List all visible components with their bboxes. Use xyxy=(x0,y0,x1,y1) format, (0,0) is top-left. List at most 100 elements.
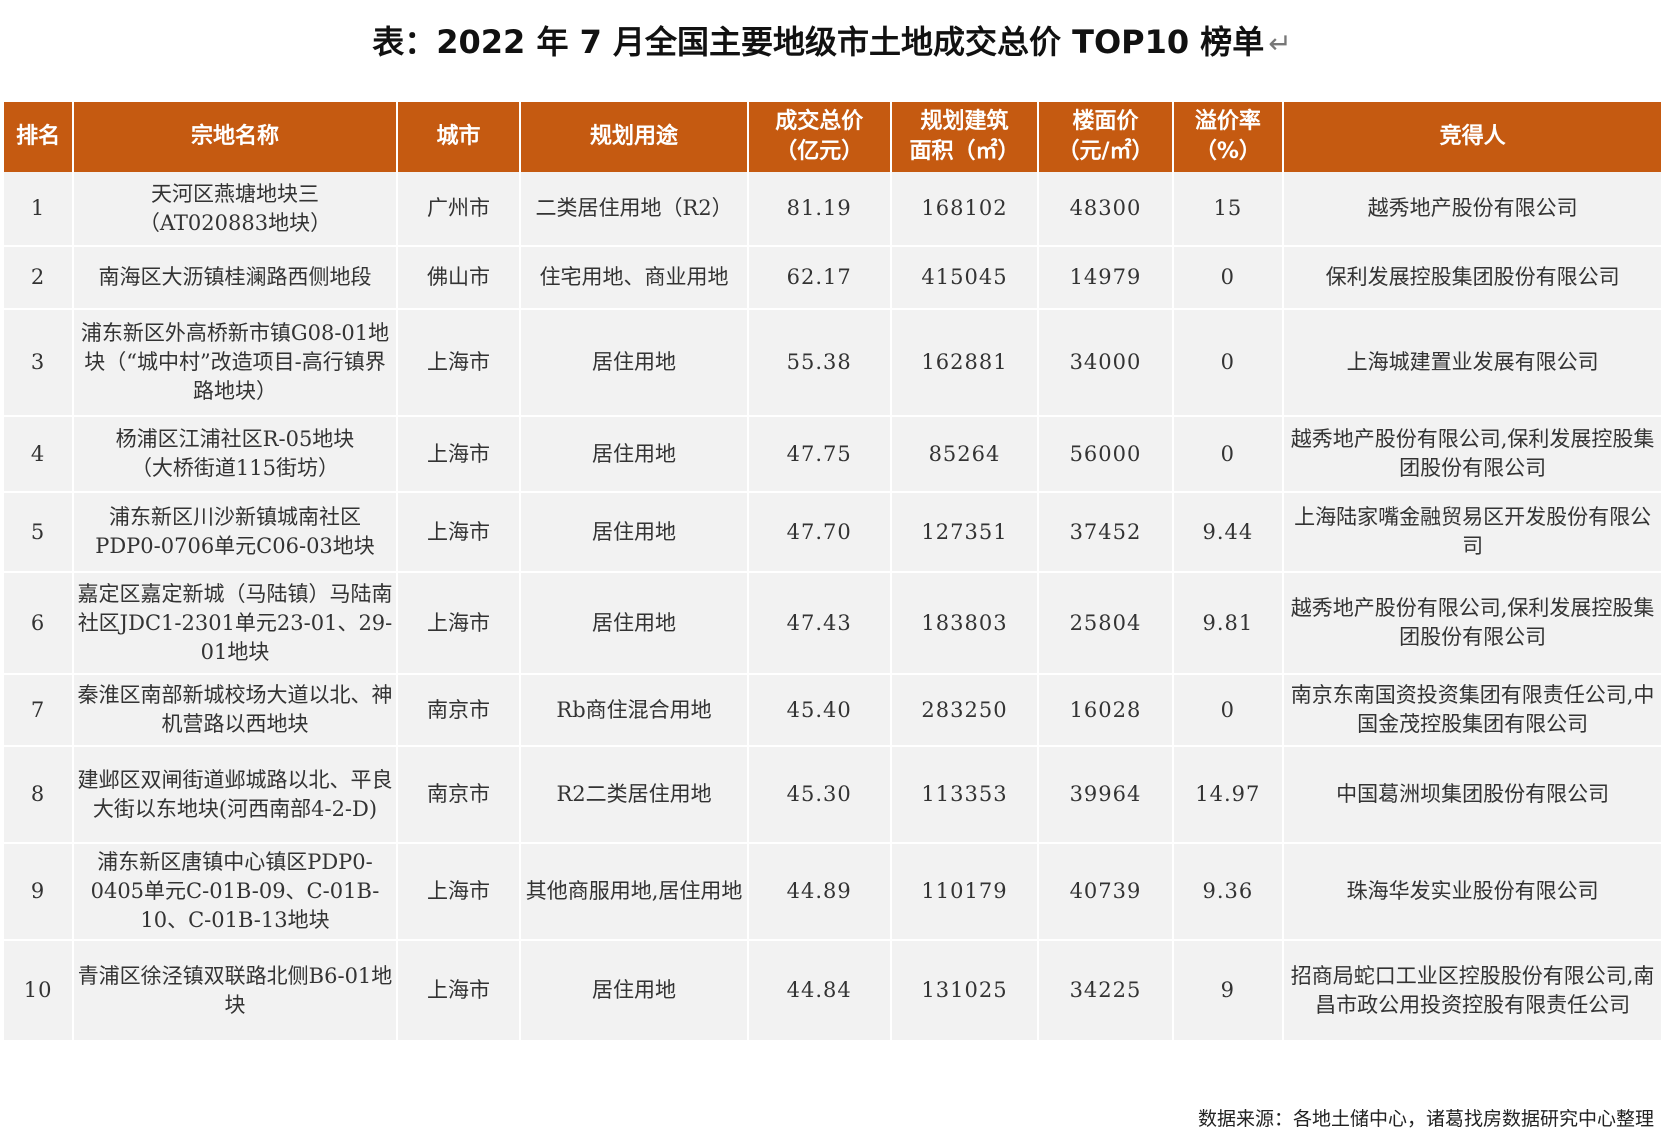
premium-rate-cell: 0 xyxy=(1173,417,1285,493)
parcel-name-cell: 青浦区徐泾镇双联路北侧B6-01地块 xyxy=(74,941,398,1042)
header-winner: 竞得人 xyxy=(1284,102,1661,172)
winner-cell: 招商局蛇口工业区控股股份有限公司,南昌市政公用投资控股有限责任公司 xyxy=(1284,941,1661,1042)
table-row: 4 杨浦区江浦社区R-05地块 （大桥街道115街坊） 上海市 居住用地 47.75 852… xyxy=(4,417,1661,493)
floor-price-cell: 25804 xyxy=(1039,573,1174,675)
floor-price-cell: 40739 xyxy=(1039,844,1174,941)
rank-cell: 2 xyxy=(4,247,75,310)
total-price-cell: 45.30 xyxy=(748,747,892,844)
use-cell: 住宅用地、商业用地 xyxy=(521,247,749,310)
area-cell: 415045 xyxy=(891,247,1040,310)
area-cell: 162881 xyxy=(891,310,1040,417)
parcel-name-cell: 天河区燕塘地块三 （AT020883地块） xyxy=(74,172,398,247)
return-mark-icon: ↵ xyxy=(1268,27,1292,60)
table-row: 8 建邺区双闸街道邺城路以北、平良大街以东地块(河西南部4-2-D) 南京市 R2二类… xyxy=(4,747,1661,844)
table-row: 7 秦淮区南部新城校场大道以北、神机营路以西地块 南京市 Rb商住混合用地 45.40 2… xyxy=(4,675,1661,747)
total-price-cell: 81.19 xyxy=(748,172,892,247)
page-title: 表：2022 年 7 月全国主要地级市土地成交总价 TOP10 榜单 ↵ xyxy=(0,14,1664,72)
city-cell: 南京市 xyxy=(397,675,522,747)
winner-cell: 南京东南国资投资集团有限责任公司,中国金茂控股集团有限公司 xyxy=(1284,675,1661,747)
premium-rate-cell: 9.44 xyxy=(1173,493,1285,573)
parcel-name-cell: 浦东新区川沙新镇城南社区PDP0-0706单元C06-03地块 xyxy=(74,493,398,573)
table-row: 1 天河区燕塘地块三 （AT020883地块） 广州市 二类居住用地（R2） 81.19 1… xyxy=(4,172,1661,247)
total-price-cell: 44.84 xyxy=(748,941,892,1042)
ranking-table: 排名 宗地名称 城市 规划用途 成交总价 （亿元） 规划建筑 面积（㎡） 楼面价 （元/㎡） 溢价率… xyxy=(4,102,1661,1042)
area-cell: 127351 xyxy=(891,493,1040,573)
premium-rate-cell: 15 xyxy=(1173,172,1285,247)
floor-price-cell: 34000 xyxy=(1039,310,1174,417)
area-cell: 168102 xyxy=(891,172,1040,247)
table-row: 3 浦东新区外高桥新市镇G08-01地块（“城中村”改造项目-高行镇界路地块） 上海… xyxy=(4,310,1661,417)
area-cell: 131025 xyxy=(891,941,1040,1042)
parcel-name-cell: 建邺区双闸街道邺城路以北、平良大街以东地块(河西南部4-2-D) xyxy=(74,747,398,844)
header-rank: 排名 xyxy=(4,102,75,172)
use-cell: R2二类居住用地 xyxy=(521,747,749,844)
header-total-price: 成交总价 （亿元） xyxy=(748,102,892,172)
header-premium-rate: 溢价率 （%） xyxy=(1173,102,1285,172)
area-cell: 85264 xyxy=(891,417,1040,493)
parcel-name-cell: 浦东新区外高桥新市镇G08-01地块（“城中村”改造项目-高行镇界路地块） xyxy=(74,310,398,417)
premium-rate-cell: 0 xyxy=(1173,247,1285,310)
header-city: 城市 xyxy=(397,102,522,172)
winner-cell: 珠海华发实业股份有限公司 xyxy=(1284,844,1661,941)
table-row: 10 青浦区徐泾镇双联路北侧B6-01地块 上海市 居住用地 44.84 131025 34… xyxy=(4,941,1661,1042)
premium-rate-cell: 9 xyxy=(1173,941,1285,1042)
premium-rate-cell: 0 xyxy=(1173,675,1285,747)
floor-price-cell: 56000 xyxy=(1039,417,1174,493)
use-cell: 二类居住用地（R2） xyxy=(521,172,749,247)
header-floor-price: 楼面价 （元/㎡） xyxy=(1039,102,1174,172)
premium-rate-cell: 9.36 xyxy=(1173,844,1285,941)
city-cell: 佛山市 xyxy=(397,247,522,310)
premium-rate-cell: 0 xyxy=(1173,310,1285,417)
header-area: 规划建筑 面积（㎡） xyxy=(891,102,1040,172)
total-price-cell: 47.70 xyxy=(748,493,892,573)
table-header-row: 排名 宗地名称 城市 规划用途 成交总价 （亿元） 规划建筑 面积（㎡） 楼面价 （元/㎡） 溢价率… xyxy=(4,102,1661,172)
premium-rate-cell: 14.97 xyxy=(1173,747,1285,844)
rank-cell: 6 xyxy=(4,573,75,675)
parcel-name-cell: 浦东新区唐镇中心镇区PDP0-0405单元C-01B-09、C-01B-10、C… xyxy=(74,844,398,941)
rank-cell: 7 xyxy=(4,675,75,747)
winner-cell: 保利发展控股集团股份有限公司 xyxy=(1284,247,1661,310)
total-price-cell: 47.43 xyxy=(748,573,892,675)
city-cell: 南京市 xyxy=(397,747,522,844)
city-cell: 广州市 xyxy=(397,172,522,247)
floor-price-cell: 16028 xyxy=(1039,675,1174,747)
winner-cell: 越秀地产股份有限公司,保利发展控股集团股份有限公司 xyxy=(1284,417,1661,493)
winner-cell: 上海陆家嘴金融贸易区开发股份有限公司 xyxy=(1284,493,1661,573)
data-source-note: 数据来源：各地土储中心，诸葛找房数据研究中心整理 xyxy=(1197,1108,1654,1130)
use-cell: 其他商服用地,居住用地 xyxy=(521,844,749,941)
rank-cell: 5 xyxy=(4,493,75,573)
rank-cell: 10 xyxy=(4,941,75,1042)
city-cell: 上海市 xyxy=(397,844,522,941)
city-cell: 上海市 xyxy=(397,493,522,573)
rank-cell: 9 xyxy=(4,844,75,941)
area-cell: 283250 xyxy=(891,675,1040,747)
parcel-name-cell: 南海区大沥镇桂澜路西侧地段 xyxy=(74,247,398,310)
city-cell: 上海市 xyxy=(397,310,522,417)
floor-price-cell: 48300 xyxy=(1039,172,1174,247)
area-cell: 113353 xyxy=(891,747,1040,844)
table-row: 5 浦东新区川沙新镇城南社区PDP0-0706单元C06-03地块 上海市 居住用地 4… xyxy=(4,493,1661,573)
use-cell: 居住用地 xyxy=(521,310,749,417)
floor-price-cell: 39964 xyxy=(1039,747,1174,844)
winner-cell: 中国葛洲坝集团股份有限公司 xyxy=(1284,747,1661,844)
header-use: 规划用途 xyxy=(521,102,749,172)
rank-cell: 3 xyxy=(4,310,75,417)
table-row: 2 南海区大沥镇桂澜路西侧地段 佛山市 住宅用地、商业用地 62.17 415045 149… xyxy=(4,247,1661,310)
use-cell: 居住用地 xyxy=(521,573,749,675)
area-cell: 110179 xyxy=(891,844,1040,941)
winner-cell: 越秀地产股份有限公司 xyxy=(1284,172,1661,247)
rank-cell: 8 xyxy=(4,747,75,844)
table-body: 1 天河区燕塘地块三 （AT020883地块） 广州市 二类居住用地（R2） 81.19 1… xyxy=(4,172,1661,1042)
header-parcel-name: 宗地名称 xyxy=(74,102,398,172)
total-price-cell: 55.38 xyxy=(748,310,892,417)
city-cell: 上海市 xyxy=(397,417,522,493)
table-row: 9 浦东新区唐镇中心镇区PDP0-0405单元C-01B-09、C-01B-10、… xyxy=(4,844,1661,941)
winner-cell: 越秀地产股份有限公司,保利发展控股集团股份有限公司 xyxy=(1284,573,1661,675)
use-cell: 居住用地 xyxy=(521,417,749,493)
total-price-cell: 45.40 xyxy=(748,675,892,747)
floor-price-cell: 37452 xyxy=(1039,493,1174,573)
city-cell: 上海市 xyxy=(397,941,522,1042)
title-text: 表：2022 年 7 月全国主要地级市土地成交总价 TOP10 榜单 xyxy=(372,23,1265,61)
use-cell: 居住用地 xyxy=(521,493,749,573)
parcel-name-cell: 秦淮区南部新城校场大道以北、神机营路以西地块 xyxy=(74,675,398,747)
